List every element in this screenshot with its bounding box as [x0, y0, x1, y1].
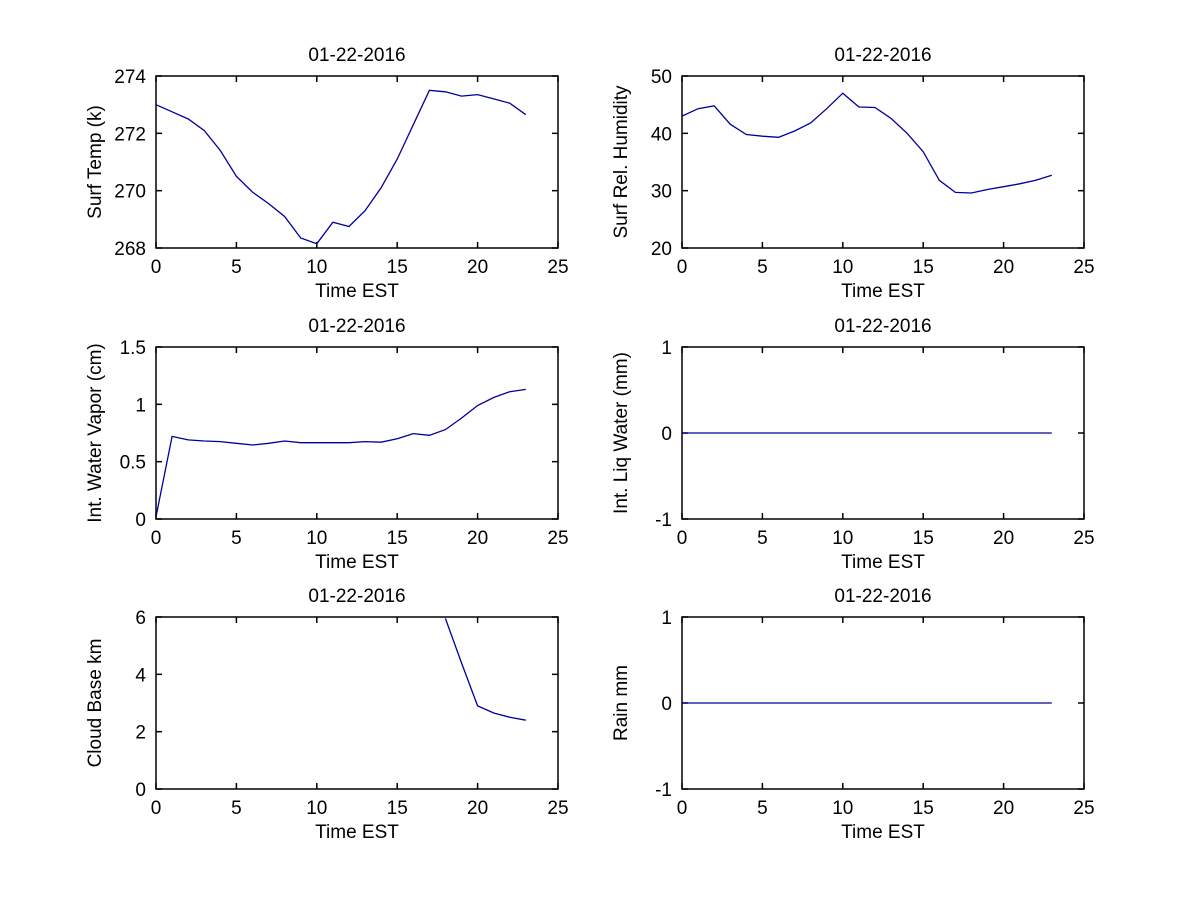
y-tick-label: 30	[651, 182, 672, 203]
y-tick-label: 40	[651, 124, 672, 145]
x-tick-label: 0	[151, 528, 162, 549]
axes-box	[155, 616, 559, 790]
axes-box	[155, 346, 559, 520]
x-axis-label: Time EST	[315, 822, 399, 843]
plot-title: 01-22-2016	[834, 586, 931, 607]
y-tick-label: 0	[135, 510, 146, 531]
y-tick-label: 1.5	[120, 338, 146, 359]
x-tick-label: 5	[757, 528, 768, 549]
data-line	[681, 92, 1052, 194]
x-tick-label: 15	[387, 798, 408, 819]
x-axis-label: Time EST	[841, 552, 925, 570]
y-tick-label: 1	[661, 338, 672, 359]
plot-title: 01-22-2016	[834, 316, 931, 337]
y-axis-label: Surf Rel. Humidity	[611, 85, 632, 239]
y-tick-label: 2	[135, 723, 146, 744]
y-tick-label: 268	[114, 239, 146, 260]
y-tick-label: 0	[661, 694, 672, 715]
y-axis-label: Rain mm	[611, 665, 632, 741]
y-tick-label: 6	[135, 608, 146, 629]
data-line	[444, 618, 526, 721]
y-axis-label: Surf Temp (k)	[85, 105, 106, 219]
x-tick-label: 15	[913, 798, 934, 819]
y-tick-label: -1	[655, 510, 672, 531]
x-tick-label: 25	[1073, 528, 1094, 549]
x-tick-label: 20	[993, 528, 1014, 549]
plot-title: 01-22-2016	[308, 586, 405, 607]
data-line	[155, 388, 526, 517]
y-tick-label: 50	[651, 67, 672, 88]
x-tick-label: 10	[832, 798, 853, 819]
x-tick-label: 5	[231, 798, 242, 819]
y-tick-label: 1	[135, 395, 146, 416]
y-tick-label: 4	[135, 665, 146, 686]
x-tick-label: 10	[306, 528, 327, 549]
y-tick-label: 270	[114, 182, 146, 203]
x-tick-label: 0	[677, 257, 688, 278]
y-tick-label: -1	[655, 780, 672, 801]
x-tick-label: 20	[467, 257, 488, 278]
plot-title: 01-22-2016	[834, 45, 931, 66]
subplot-cloud-base: 0 5 10 15 20 25 0 2 4 6 01-22-2016 Time EST Cloud Ba…	[85, 586, 569, 843]
x-tick-label: 5	[757, 798, 768, 819]
y-axis-label: Int. Water Vapor (cm)	[85, 343, 106, 522]
y-tick-label: 0	[661, 424, 672, 445]
x-tick-label: 0	[677, 798, 688, 819]
y-tick-label: 272	[114, 124, 146, 145]
x-tick-label: 5	[757, 257, 768, 278]
x-tick-label: 15	[387, 528, 408, 549]
x-axis-label: Time EST	[315, 552, 399, 570]
x-tick-label: 0	[677, 528, 688, 549]
y-tick-label: 1	[661, 608, 672, 629]
x-tick-label: 10	[306, 798, 327, 819]
x-tick-label: 20	[993, 798, 1014, 819]
y-tick-label: 20	[651, 239, 672, 260]
axes-box	[681, 75, 1085, 249]
x-tick-label: 20	[993, 257, 1014, 278]
x-tick-label: 0	[151, 257, 162, 278]
subplot-surf-rel-humidity: 0 5 10 15 20 25 20 30 40 50 01-22-2016 Time EST Surf…	[611, 45, 1095, 300]
y-axis-label: Cloud Base km	[85, 639, 106, 768]
x-tick-label: 10	[306, 257, 327, 278]
x-tick-label: 25	[1073, 798, 1094, 819]
subplot-int-water-vapor: 0 5 10 15 20 25 0 0.5 1 1.5 01-22-2016 Time EST Int.…	[85, 316, 569, 570]
plot-title: 01-22-2016	[308, 45, 405, 66]
y-tick-label: 0	[135, 780, 146, 801]
y-axis-label: Int. Liq Water (mm)	[611, 352, 632, 514]
x-tick-label: 25	[547, 257, 568, 278]
x-tick-label: 25	[1073, 257, 1094, 278]
x-tick-label: 25	[547, 798, 568, 819]
x-tick-label: 15	[387, 257, 408, 278]
axes-box	[155, 75, 559, 249]
x-axis-label: Time EST	[841, 281, 925, 300]
y-tick-label: 274	[114, 67, 146, 88]
y-tick-label: 0.5	[120, 453, 146, 474]
x-tick-label: 15	[913, 528, 934, 549]
x-tick-label: 20	[467, 528, 488, 549]
data-line	[155, 89, 527, 245]
x-tick-label: 5	[231, 257, 242, 278]
x-tick-label: 25	[547, 528, 568, 549]
plot-title: 01-22-2016	[308, 316, 405, 337]
x-axis-label: Time EST	[841, 822, 925, 843]
x-tick-label: 20	[467, 798, 488, 819]
x-tick-label: 10	[832, 257, 853, 278]
x-axis-label: Time EST	[315, 281, 399, 300]
x-tick-label: 0	[151, 798, 162, 819]
x-tick-label: 5	[231, 528, 242, 549]
subplot-surf-temp: 0 5 10 15 20 25 268 270 272 274 01-22-2016 Time EST…	[85, 45, 569, 300]
x-tick-label: 10	[832, 528, 853, 549]
x-tick-label: 15	[913, 257, 934, 278]
